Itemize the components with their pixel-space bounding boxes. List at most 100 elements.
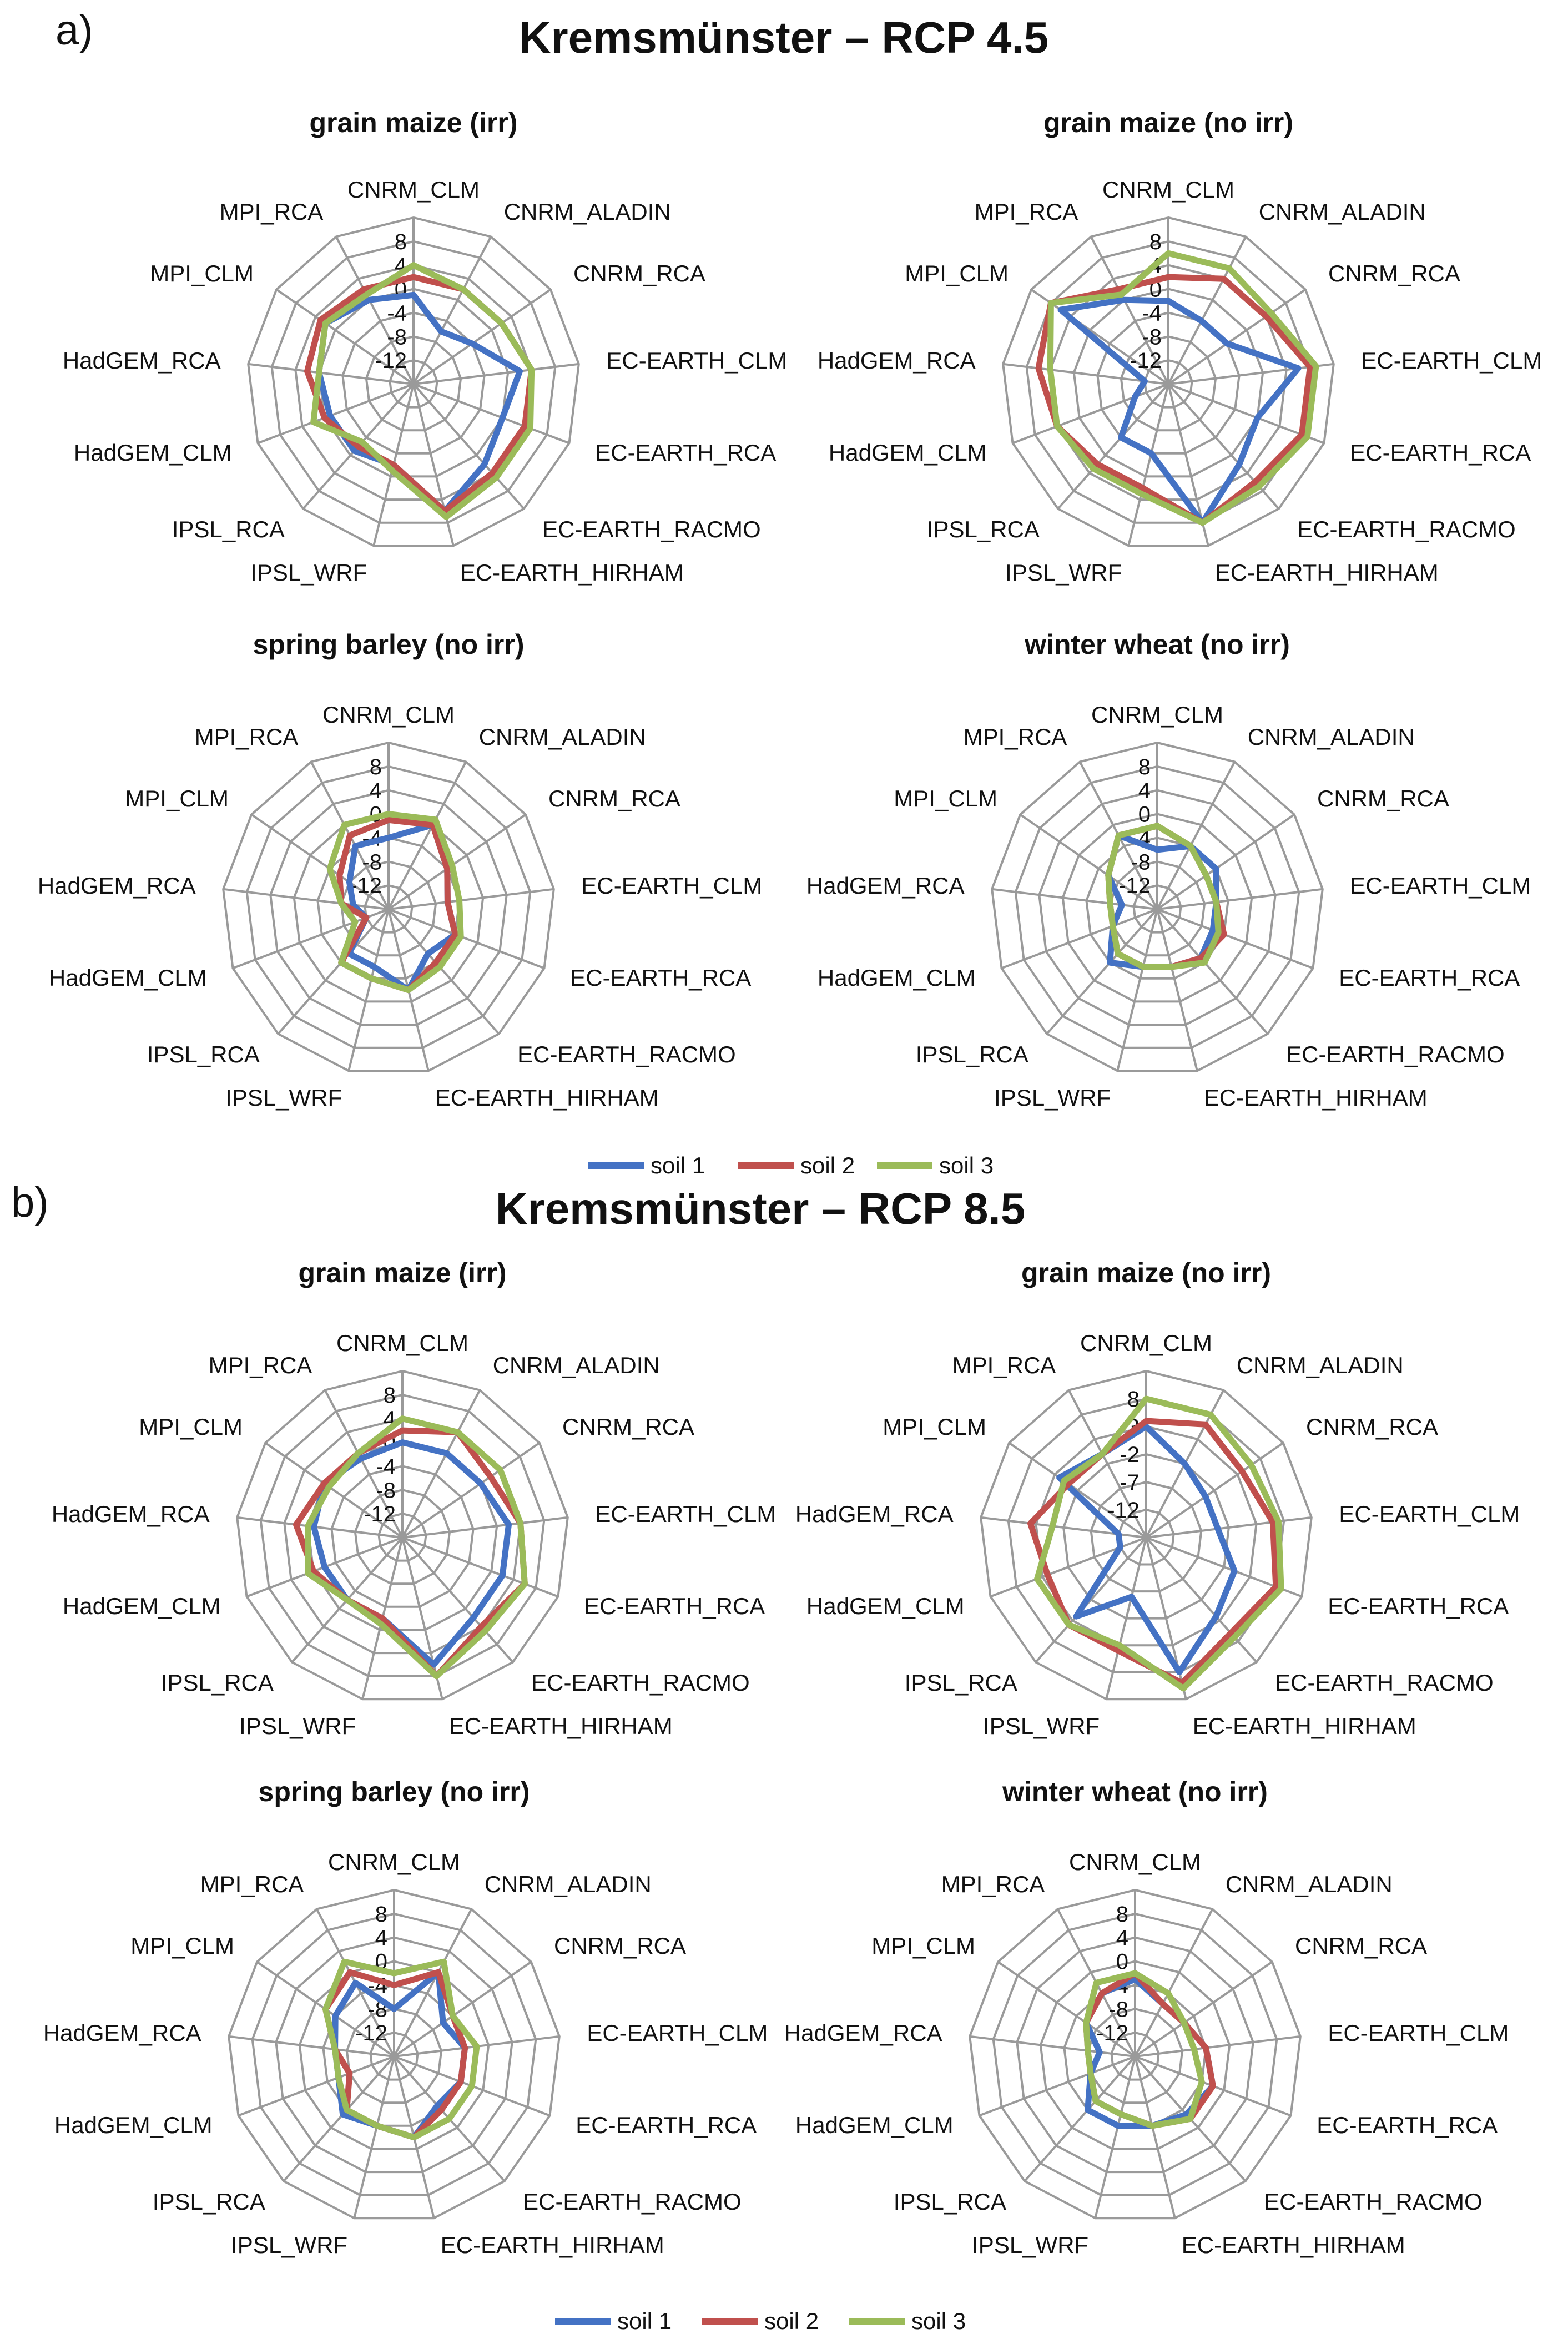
category-label: MPI_RCA — [195, 724, 299, 750]
tick-label: -4 — [387, 301, 407, 325]
tick-label: 8 — [384, 1383, 396, 1408]
legend: soil 1 soil 2 soil 3 — [555, 2308, 966, 2334]
category-label: MPI_RCA — [952, 1352, 1056, 1378]
grid-ring — [354, 1489, 451, 1585]
category-label: EC-EARTH_HIRHAM — [435, 1085, 659, 1111]
category-label: CNRM_CLM — [336, 1330, 468, 1356]
grid-spoke — [1135, 2035, 1301, 2058]
tick-label: 0 — [1138, 803, 1151, 827]
grid-spoke — [335, 236, 415, 385]
category-label: EC-EARTH_CLM — [587, 2020, 768, 2046]
category-label: IPSL_RCA — [916, 1041, 1028, 1067]
category-label: IPSL_WRF — [972, 2232, 1088, 2258]
tick-label: -7 — [1120, 1470, 1140, 1495]
category-label: EC-EARTH_CLM — [1328, 2020, 1509, 2046]
grid-ring — [1090, 1480, 1203, 1593]
grid-ring — [389, 359, 438, 409]
tick-label: 4 — [370, 779, 382, 803]
grid-spoke — [388, 888, 554, 910]
grid-spoke — [1134, 2056, 1176, 2219]
grid-spoke — [413, 383, 570, 445]
tick-label: 8 — [1127, 1387, 1140, 1412]
category-label: HadGEM_CLM — [54, 2112, 213, 2138]
category-label: HadGEM_RCA — [795, 1501, 954, 1527]
grid-spoke — [979, 2055, 1136, 2117]
grid-spoke — [1145, 1536, 1258, 1663]
radar-chart: grain maize (no irr)840-4-8-12CNRM_CLMCN… — [818, 107, 1542, 586]
category-label: MPI_CLM — [150, 260, 254, 286]
chart-title: spring barley (no irr) — [259, 1776, 530, 1807]
grid-ring — [1108, 860, 1206, 957]
category-label: EC-EARTH_RCA — [1350, 440, 1531, 466]
grid-ring — [269, 789, 508, 1026]
grid-ring — [1110, 2032, 1160, 2081]
category-label: EC-EARTH_RACMO — [531, 1670, 750, 1696]
category-label: MPI_CLM — [883, 1414, 986, 1440]
category-label: MPI_RCA — [209, 1352, 312, 1378]
grid-spoke — [387, 908, 500, 1035]
category-label: EC-EARTH_RCA — [584, 1593, 765, 1619]
grid-spoke — [1019, 813, 1158, 910]
tick-label: -12 — [364, 1502, 396, 1526]
category-label: CNRM_CLM — [1080, 1330, 1212, 1356]
series-line-soil-3 — [305, 1415, 528, 1680]
legend-item: soil 1 — [588, 1152, 705, 1178]
grid-spoke — [1001, 908, 1158, 970]
category-label: EC-EARTH_HIRHAM — [1215, 559, 1439, 586]
grid-spoke — [991, 888, 1158, 910]
grid-ring — [294, 264, 533, 501]
grid-spoke — [1156, 909, 1198, 1071]
category-label: CNRM_ALADIN — [1226, 1871, 1393, 1897]
grid-spoke — [412, 384, 455, 546]
panel-title: Kremsmünster – RCP 4.5 — [519, 13, 1049, 62]
grid-spoke — [1057, 383, 1169, 510]
grid-ring — [275, 1936, 513, 2174]
grid-ring — [377, 1513, 427, 1562]
grid-ring — [251, 1912, 537, 2196]
category-label: HadGEM_RCA — [38, 873, 196, 899]
category-label: IPSL_RCA — [905, 1670, 1017, 1696]
series-line-soil-3 — [326, 811, 464, 994]
grid-ring — [969, 1888, 1302, 2220]
category-label: HadGEM_CLM — [63, 1593, 221, 1619]
category-label: EC-EARTH_RACMO — [523, 2189, 742, 2215]
radar-chart: grain maize (no irr)83-2-7-12CNRM_CLMCNR… — [795, 1257, 1520, 1739]
grid-spoke — [1094, 2056, 1136, 2219]
category-label: IPSL_WRF — [994, 1085, 1111, 1111]
grid-spoke — [1046, 908, 1158, 1035]
category-label: EC-EARTH_CLM — [595, 1501, 776, 1527]
panel-title: Kremsmünster – RCP 8.5 — [496, 1184, 1026, 1233]
legend-label: soil 3 — [911, 2308, 966, 2334]
grid-spoke — [264, 1441, 404, 1539]
grid-spoke — [1116, 909, 1158, 1071]
grid-ring — [1007, 1397, 1285, 1673]
tick-label: -8 — [362, 850, 382, 874]
tick-label: -8 — [376, 1478, 396, 1503]
category-label: EC-EARTH_HIRHAM — [449, 1713, 673, 1739]
radar-chart: grain maize (irr)840-4-8-12CNRM_CLMCNRM_… — [52, 1257, 777, 1739]
category-label: EC-EARTH_HIRHAM — [460, 559, 684, 586]
category-label: EC-EARTH_RCA — [570, 965, 751, 991]
grid-spoke — [275, 288, 415, 385]
category-label: CNRM_ALADIN — [1248, 724, 1415, 750]
grid-spoke — [324, 1389, 404, 1538]
series-line-soil-3 — [1034, 1395, 1284, 1692]
category-label: MPI_CLM — [139, 1414, 243, 1440]
category-label: MPI_RCA — [964, 724, 1067, 750]
category-label: EC-EARTH_RCA — [1328, 1593, 1509, 1619]
tick-label: -12 — [375, 349, 407, 373]
radar-charts: grain maize (irr)840-4-8-12CNRM_CLMCNRM_… — [38, 107, 1542, 2258]
grid-spoke — [387, 761, 467, 910]
grid-spoke — [1157, 888, 1323, 910]
category-label: MPI_CLM — [894, 785, 997, 811]
legend-label: soil 1 — [651, 1152, 705, 1178]
category-label: EC-EARTH_CLM — [1339, 1501, 1520, 1527]
category-label: IPSL_RCA — [172, 516, 285, 542]
grid-spoke — [248, 362, 414, 385]
grid-ring — [245, 765, 532, 1049]
tick-label: -12 — [1118, 874, 1151, 898]
tick-label: 8 — [1116, 1902, 1128, 1927]
category-label: HadGEM_CLM — [49, 965, 207, 991]
grid-spoke — [1156, 813, 1295, 910]
tick-label: 8 — [370, 755, 382, 779]
